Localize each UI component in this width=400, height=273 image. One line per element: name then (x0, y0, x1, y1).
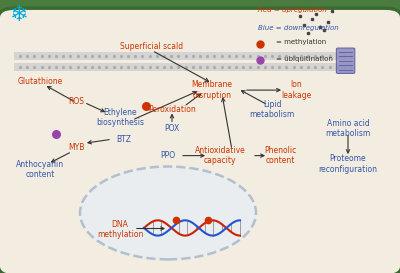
Text: Amino acid
metabolism: Amino acid metabolism (325, 118, 371, 138)
FancyBboxPatch shape (0, 8, 400, 273)
Text: Lipid
metabolism: Lipid metabolism (249, 99, 295, 119)
FancyBboxPatch shape (336, 48, 355, 73)
Text: ❄: ❄ (9, 5, 27, 25)
Text: Glutathione: Glutathione (17, 78, 63, 86)
Text: Antioxidative
capacity: Antioxidative capacity (195, 146, 245, 165)
Text: = methylation: = methylation (276, 39, 326, 45)
Text: POX: POX (164, 124, 180, 133)
Text: Red = upregulation: Red = upregulation (258, 7, 327, 13)
Ellipse shape (80, 167, 256, 259)
Text: MYB: MYB (68, 143, 84, 152)
Text: Ion
leakage: Ion leakage (281, 80, 311, 100)
Text: DNA
methylation: DNA methylation (97, 219, 143, 239)
Text: ROS: ROS (68, 97, 84, 105)
Text: Blue = downregulation: Blue = downregulation (258, 25, 339, 31)
Text: Proteome
reconfiguration: Proteome reconfiguration (318, 154, 378, 174)
Text: Anthocyanin
content: Anthocyanin content (16, 159, 64, 179)
Bar (14, 52, 352, 60)
Text: Membrane
disruption: Membrane disruption (192, 80, 232, 100)
Text: Ethylene
biosynthesis: Ethylene biosynthesis (96, 108, 144, 127)
Text: Superficial scald: Superficial scald (120, 42, 184, 51)
Text: PPO: PPO (160, 151, 176, 160)
Text: = ubiquitination: = ubiquitination (276, 56, 333, 62)
Bar (14, 63, 352, 71)
Text: Peroxidation: Peroxidation (148, 105, 196, 114)
Text: Phenolic
content: Phenolic content (264, 146, 296, 165)
Text: BTZ: BTZ (116, 135, 132, 144)
